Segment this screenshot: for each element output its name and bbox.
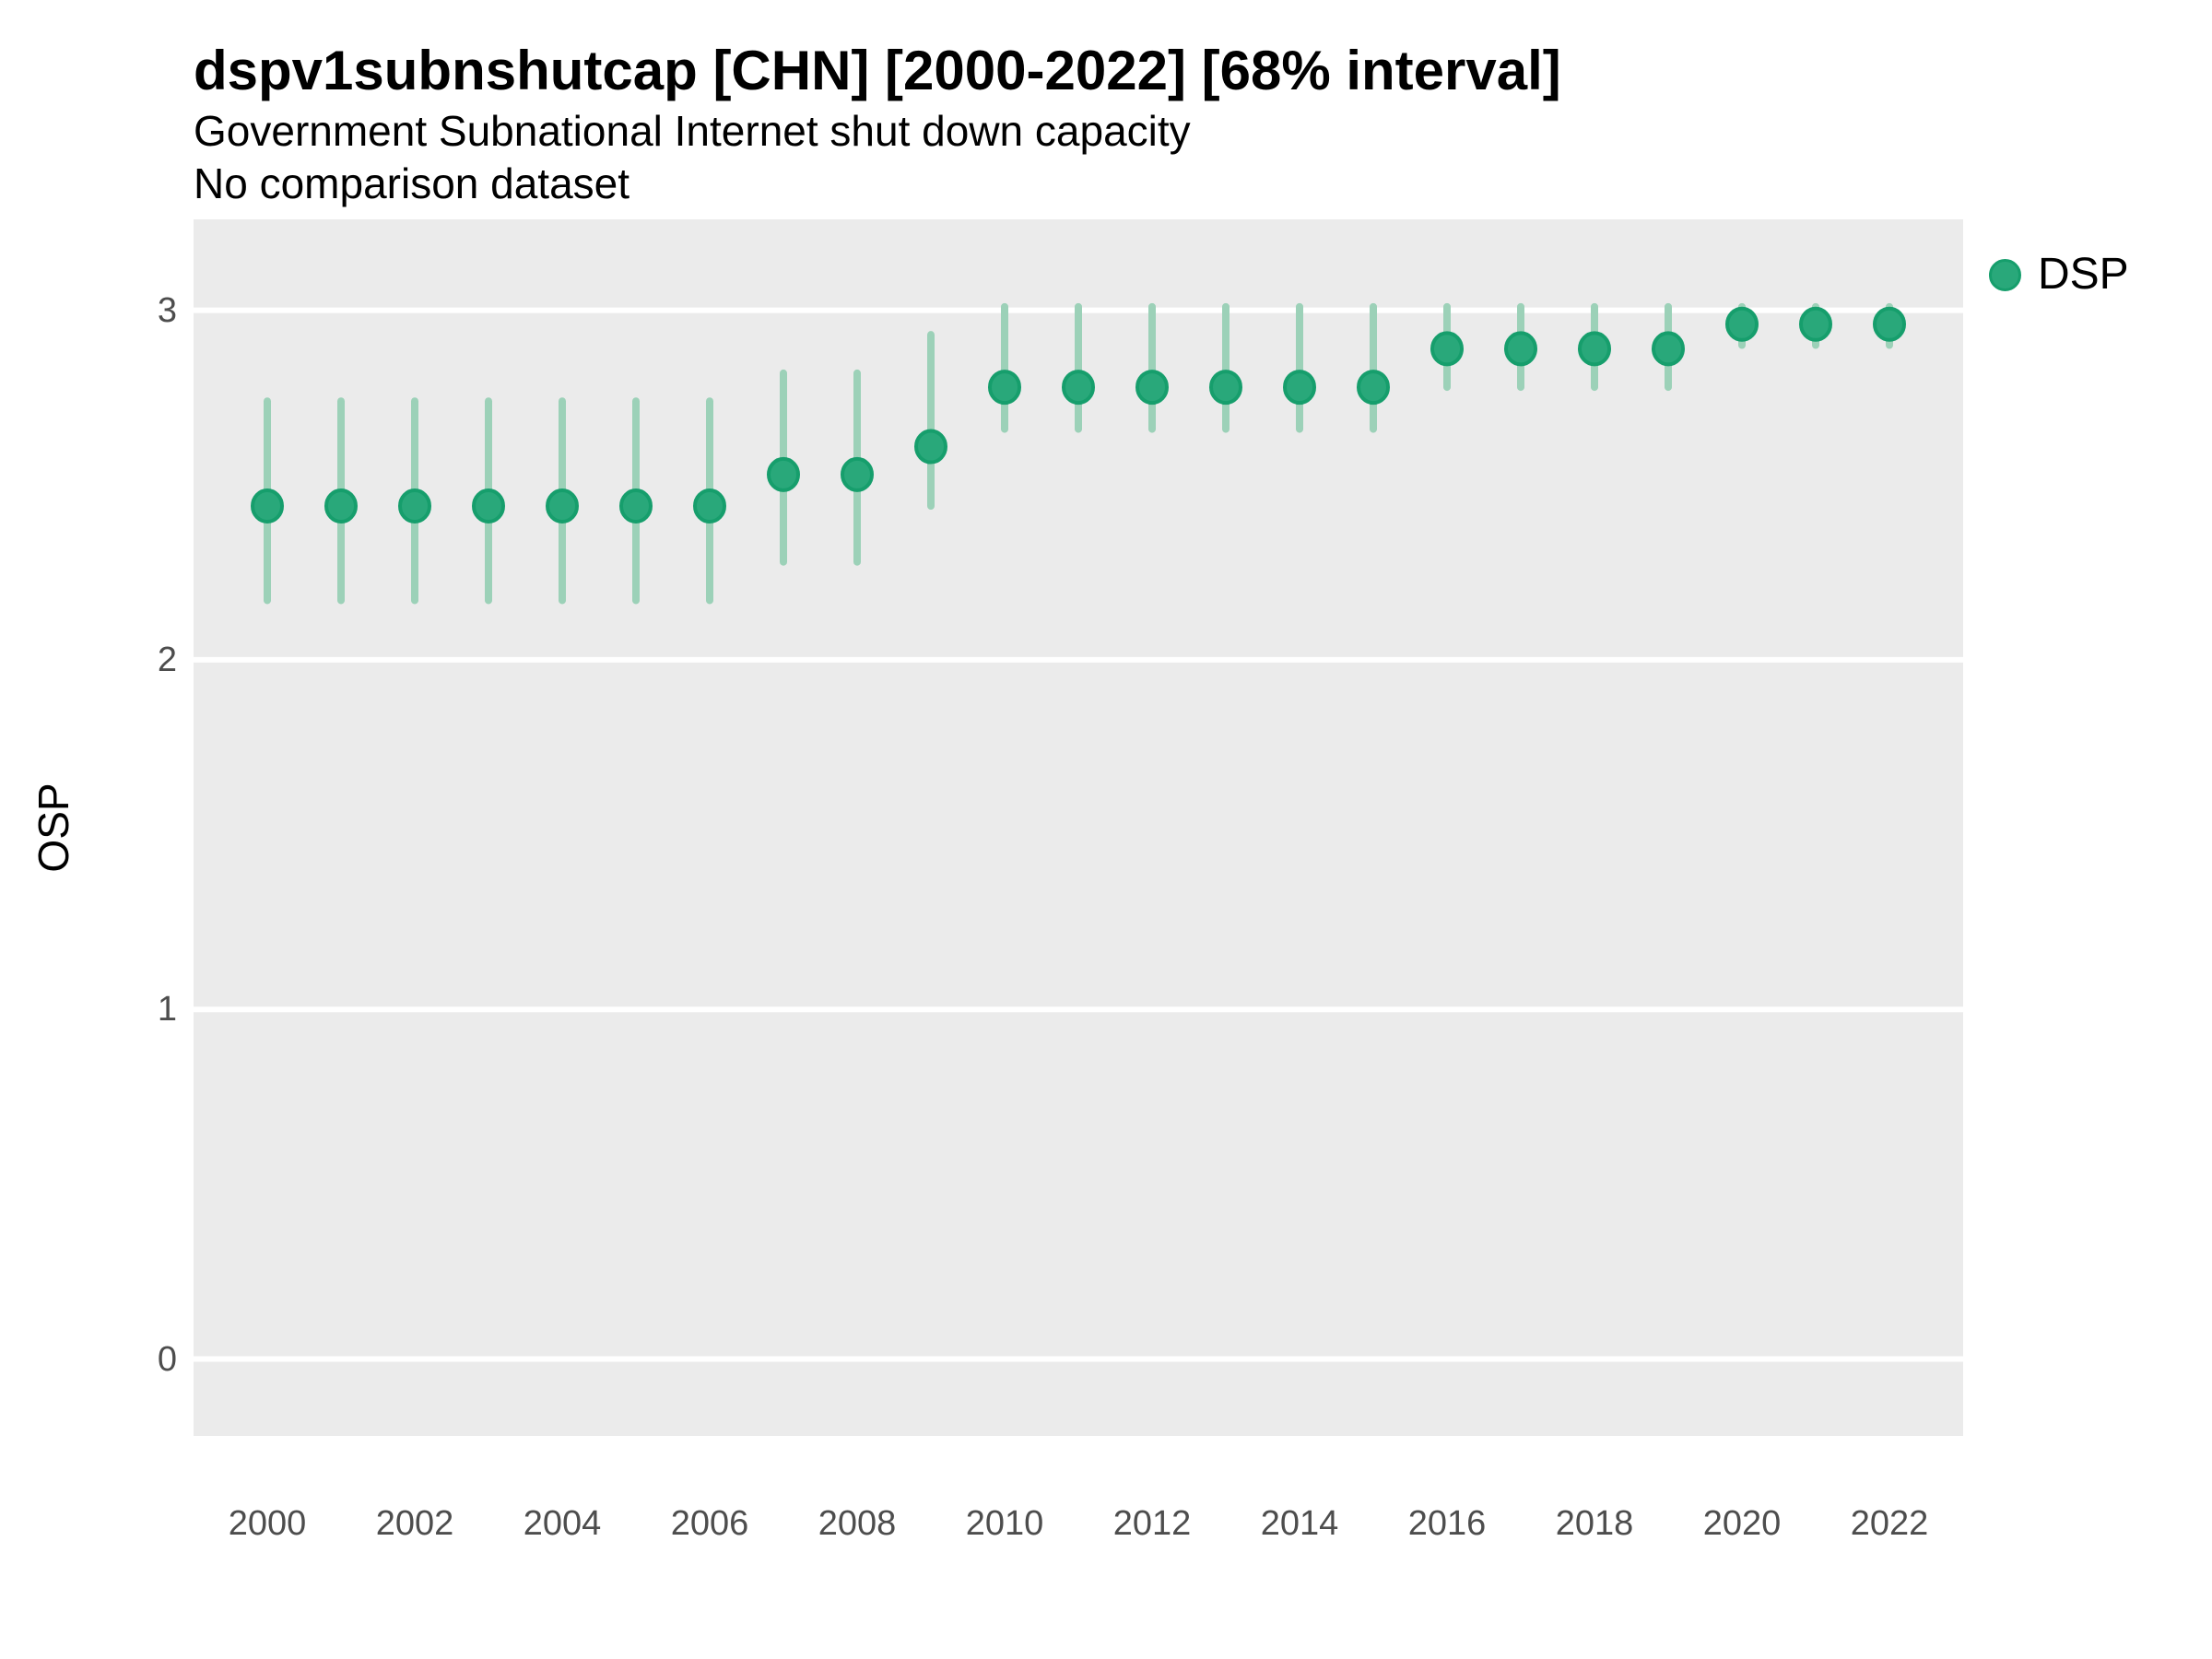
- data-point: [1357, 370, 1390, 406]
- data-point: [251, 488, 284, 524]
- data-point: [914, 429, 947, 465]
- x-tick-label: 2004: [523, 1504, 602, 1543]
- data-point: [398, 488, 431, 524]
- x-tick-label: 2020: [1702, 1504, 1782, 1543]
- data-point: [1062, 370, 1095, 406]
- x-tick-label: 2018: [1555, 1504, 1634, 1543]
- data-point: [1799, 306, 1832, 342]
- legend: DSP: [1989, 247, 2129, 302]
- data-point: [767, 456, 800, 492]
- chart-subtitle: Government Subnational Internet shut dow…: [194, 107, 1191, 155]
- data-point: [1430, 331, 1464, 367]
- y-tick-label: 1: [157, 990, 177, 1030]
- data-point: [472, 488, 505, 524]
- y-axis-title: OSP: [29, 782, 77, 873]
- plot-panel: [194, 219, 1963, 1436]
- data-point: [546, 488, 579, 524]
- chart-header: dspv1subnshutcap [CHN] [2000-2022] [68% …: [194, 41, 1561, 210]
- data-point: [1578, 331, 1611, 367]
- x-tick-label: 2000: [228, 1504, 307, 1543]
- data-point: [841, 456, 874, 492]
- y-tick-label: 3: [157, 290, 177, 330]
- x-tick-label: 2016: [1407, 1504, 1487, 1543]
- data-point: [619, 488, 653, 524]
- y-tick-label: 2: [157, 640, 177, 679]
- data-point: [1209, 370, 1242, 406]
- x-tick-label: 2022: [1850, 1504, 1929, 1543]
- data-point: [1725, 306, 1759, 342]
- legend-point-icon: [1989, 258, 2021, 291]
- data-point: [1283, 370, 1316, 406]
- data-point: [988, 370, 1021, 406]
- legend-label: DSP: [2038, 250, 2129, 299]
- data-point: [693, 488, 726, 524]
- data-point: [1873, 306, 1906, 342]
- x-tick-label: 2008: [818, 1504, 897, 1543]
- data-point: [1135, 370, 1169, 406]
- x-tick-label: 2010: [965, 1504, 1044, 1543]
- y-tick-label: 0: [157, 1339, 177, 1379]
- data-point: [1504, 331, 1537, 367]
- chart-note: No comparison dataset: [194, 159, 630, 207]
- chart-title: dspv1subnshutcap [CHN] [2000-2022] [68% …: [194, 40, 1561, 101]
- x-tick-label: 2006: [670, 1504, 749, 1543]
- x-tick-label: 2002: [375, 1504, 454, 1543]
- data-point: [324, 488, 358, 524]
- x-tick-label: 2012: [1112, 1504, 1192, 1543]
- x-tick-label: 2014: [1260, 1504, 1339, 1543]
- data-point: [1652, 331, 1685, 367]
